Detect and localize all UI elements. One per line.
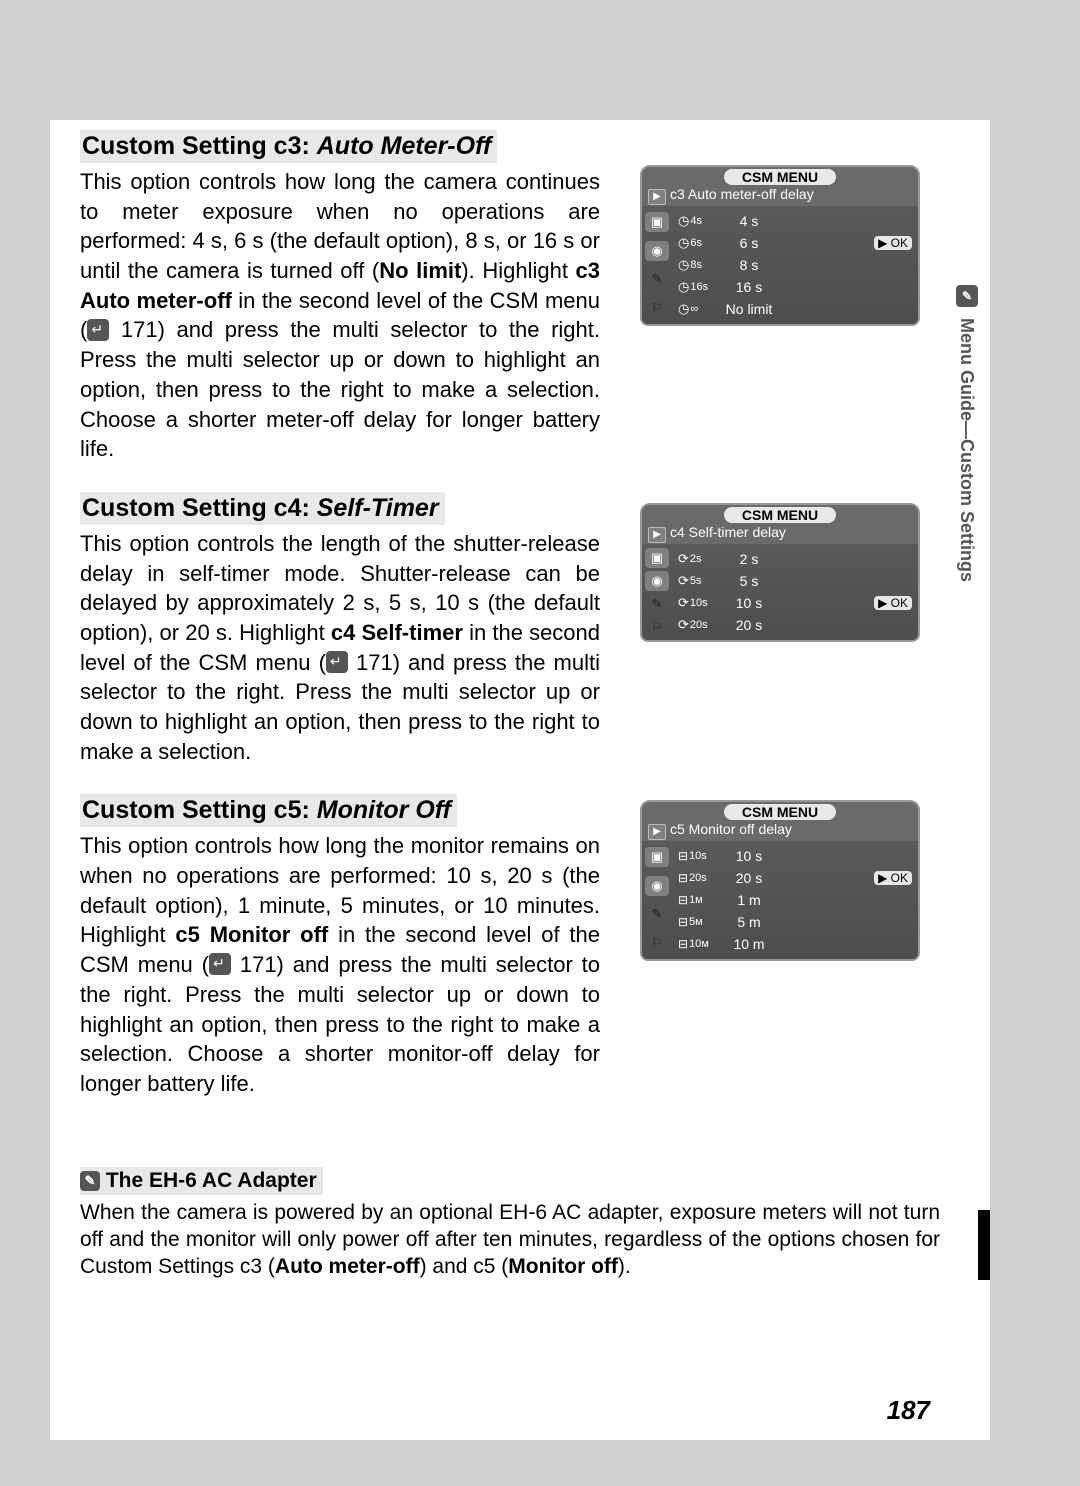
menu-side-icon[interactable]: ▣	[645, 212, 669, 232]
menu-option[interactable]: 4s 4 s	[678, 210, 918, 232]
c5-title: Custom Setting c5: Monitor Off	[80, 794, 457, 827]
note-title: ✎ The EH-6 AC Adapter	[80, 1167, 323, 1195]
option-icon: 5s	[678, 573, 714, 589]
option-label: 6 s	[714, 235, 784, 251]
option-label: No limit	[714, 301, 784, 317]
option-label: 5 m	[714, 914, 784, 930]
play-icon: ▶	[648, 189, 666, 205]
page-number: 187	[887, 1395, 930, 1426]
menu-side-icon[interactable]: ▣	[645, 847, 669, 867]
menu-side-icon[interactable]: ✎	[645, 594, 669, 614]
pencil-icon: ✎	[80, 1171, 100, 1191]
c4-title: Custom Setting c4: Self-Timer	[80, 492, 445, 525]
menu-option[interactable]: 10ᴍ 10 m	[678, 933, 918, 955]
c5-body: This option controls how long the monito…	[80, 831, 600, 1098]
menu-body: ▣ ◉ ✎ ⚐ 2s 2 s 5s 5 s 10s 10 s ▶ OK 20s 20 …	[642, 544, 918, 640]
c3-title-pre: Custom Setting c3:	[82, 132, 317, 160]
menu-option[interactable]: 16s 16 s	[678, 276, 918, 298]
page-ref-icon	[326, 651, 348, 673]
menu-body: ▣ ◉ ✎ ⚐ 10s 10 s 20s 20 s ▶ OK 1ᴍ 1 m 5ᴍ 5 …	[642, 841, 918, 959]
menu-option[interactable]: 20s 20 s	[678, 614, 918, 636]
menu-option[interactable]: 10s 10 s	[678, 845, 918, 867]
option-icon: 5ᴍ	[678, 915, 714, 929]
option-label: 1 m	[714, 892, 784, 908]
menu-c4: CSM MENU ▶ c4 Self-timer delay ▣ ◉ ✎ ⚐ 2s 2…	[640, 503, 920, 642]
menu-title: CSM MENU	[724, 804, 836, 820]
menu-side-icon[interactable]: ◉	[645, 571, 669, 591]
menu-side-icon[interactable]: ✎	[645, 904, 669, 924]
menu-option[interactable]: 5s 5 s	[678, 570, 918, 592]
option-icon: 6s	[678, 235, 714, 251]
option-label: 5 s	[714, 573, 784, 589]
option-label: 10 s	[714, 595, 784, 611]
menu-side-icon[interactable]: ⚐	[645, 617, 669, 637]
menu-side-icon[interactable]: ⚐	[645, 933, 669, 953]
menu-side-icon[interactable]: ▣	[645, 548, 669, 568]
menu-subtitle: c4 Self-timer delay	[642, 524, 918, 542]
option-label: 20 s	[714, 617, 784, 633]
side-tab: ✎ Menu Guide—Custom Settings	[950, 285, 978, 625]
c4-body: This option controls the length of the s…	[80, 529, 600, 767]
c3-title: Custom Setting c3: Auto Meter-Off	[80, 130, 497, 163]
ok-indicator: ▶ OK	[874, 236, 912, 250]
option-icon: 10ᴍ	[678, 937, 714, 951]
menu-title: CSM MENU	[724, 169, 836, 185]
menu-option[interactable]: 10s 10 s ▶ OK	[678, 592, 918, 614]
option-icon: 8s	[678, 257, 714, 273]
ok-indicator: ▶ OK	[874, 871, 912, 885]
menu-option[interactable]: 2s 2 s	[678, 548, 918, 570]
menu-side-icons: ▣ ◉ ✎ ⚐	[642, 544, 672, 640]
option-label: 2 s	[714, 551, 784, 567]
option-icon: 4s	[678, 213, 714, 229]
option-label: 10 m	[714, 936, 784, 952]
menu-subtitle: c3 Auto meter-off delay	[642, 186, 918, 204]
option-icon: ∞	[678, 301, 714, 317]
option-label: 4 s	[714, 213, 784, 229]
c3-body: This option controls how long the camera…	[80, 167, 600, 464]
menu-side-icon[interactable]: ✎	[645, 269, 669, 289]
option-icon: 10s	[678, 849, 714, 863]
menu-subtitle: c5 Monitor off delay	[642, 821, 918, 839]
menu-side-icon[interactable]: ◉	[645, 241, 669, 261]
c3-title-ital: Auto Meter-Off	[317, 132, 492, 160]
menu-option[interactable]: 5ᴍ 5 m	[678, 911, 918, 933]
option-icon: 20s	[678, 617, 714, 633]
option-label: 10 s	[714, 848, 784, 864]
option-icon: 16s	[678, 279, 714, 295]
menu-option[interactable]: 1ᴍ 1 m	[678, 889, 918, 911]
menu-side-icons: ▣ ◉ ✎ ⚐	[642, 206, 672, 324]
option-icon: 2s	[678, 551, 714, 567]
menu-body: ▣◉✎⚐ 4s 4 s 6s 6 s ▶ OK 8s 8 s 16s 16 s …	[642, 206, 918, 324]
menu-side-icons: ▣ ◉ ✎ ⚐	[642, 841, 672, 959]
note-eh6: ✎ The EH-6 AC Adapter When the camera is…	[80, 1127, 940, 1281]
menu-header: CSM MENU ▶ c4 Self-timer delay	[642, 505, 918, 544]
menu-side-icon[interactable]: ◉	[645, 876, 669, 896]
option-icon: 10s	[678, 595, 714, 611]
page-ref-icon	[87, 319, 109, 341]
menu-option[interactable]: 6s 6 s ▶ OK	[678, 232, 918, 254]
side-tab-label: Menu Guide—Custom Settings	[957, 318, 977, 582]
option-label: 8 s	[714, 257, 784, 273]
menu-side-icon[interactable]: ⚐	[645, 298, 669, 318]
play-icon: ▶	[648, 527, 666, 543]
page-ref-icon	[209, 953, 231, 975]
option-icon: 1ᴍ	[678, 893, 714, 907]
menu-option[interactable]: ∞ No limit	[678, 298, 918, 320]
menu-header: CSM MENU ▶ c3 Auto meter-off delay	[642, 167, 918, 206]
option-label: 16 s	[714, 279, 784, 295]
menu-c5: CSM MENU ▶ c5 Monitor off delay ▣ ◉ ✎ ⚐ 10s…	[640, 800, 920, 961]
menu-option[interactable]: 20s 20 s ▶ OK	[678, 867, 918, 889]
option-icon: 20s	[678, 871, 714, 885]
menu-header: CSM MENU ▶ c5 Monitor off delay	[642, 802, 918, 841]
play-icon: ▶	[648, 824, 666, 840]
menu-c3: CSM MENU ▶ c3 Auto meter-off delay ▣◉✎⚐ …	[640, 165, 920, 326]
thumb-index-bar	[978, 1210, 990, 1280]
manual-page: Custom Setting c3: Auto Meter-Off This o…	[50, 120, 990, 1440]
menu-title: CSM MENU	[724, 507, 836, 523]
ok-indicator: ▶ OK	[874, 596, 912, 610]
pencil-tab-icon: ✎	[956, 285, 978, 307]
note-body: When the camera is powered by an optiona…	[80, 1199, 940, 1281]
menu-option[interactable]: 8s 8 s	[678, 254, 918, 276]
option-label: 20 s	[714, 870, 784, 886]
